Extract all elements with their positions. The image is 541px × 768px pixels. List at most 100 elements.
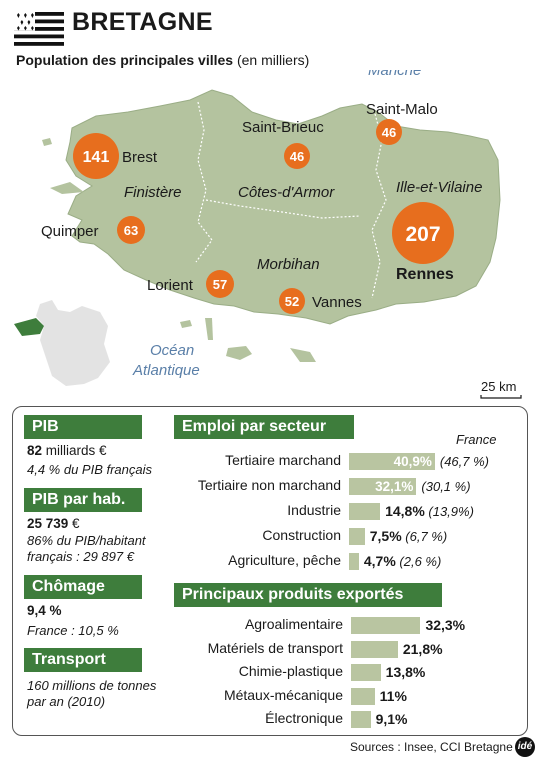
bar-value-group: 4,7% (2,6 %) (364, 553, 441, 570)
scale-bar: 25 km (480, 379, 522, 399)
chomage-header: Chômage (24, 575, 142, 599)
chomage-note: France : 10,5 % (27, 623, 119, 638)
bar-category-label: Métaux-mécanique (223, 686, 343, 703)
subtitle-unit: (en milliers) (233, 52, 310, 68)
bar-category-label: Électronique (265, 710, 343, 726)
bar-france-label: (13,9%) (424, 504, 474, 519)
scale-label: 25 km (481, 379, 516, 394)
bar-value-label: 14,8% (385, 503, 425, 519)
bar (349, 503, 381, 520)
city-population: 141 (83, 149, 110, 166)
france-inset-bretagne (14, 318, 44, 336)
pib-value: 82 (27, 443, 43, 458)
pib-unit: milliards € (42, 443, 107, 458)
bar-france-label: (6,7 %) (401, 529, 448, 544)
transport-note-1: 160 millions de tonnes (27, 678, 157, 693)
sea-label-ocean: Océan (150, 342, 194, 359)
breton-flag-icon (14, 12, 64, 46)
city-population: 63 (124, 223, 138, 238)
pib-note: 4,4 % du PIB français (27, 462, 153, 477)
bar (349, 553, 359, 570)
bar (351, 711, 371, 728)
city-saint-brieuc: 46 Saint-Brieuc (242, 119, 324, 169)
bar-category-label: Agroalimentaire (244, 616, 343, 632)
department-borders (195, 101, 387, 299)
department-label: Finistère (124, 184, 182, 201)
bar-france-label: (30,1 %) (421, 479, 471, 494)
city-name: Quimper (41, 223, 99, 240)
bar-value-label: 32,1% (375, 479, 414, 494)
city-name: Lorient (147, 277, 194, 294)
belle-ile (226, 346, 252, 360)
bar-category-label: Construction (262, 527, 341, 543)
department-label: Côtes-d'Armor (238, 184, 335, 201)
bar-value-label: 11% (379, 687, 407, 704)
bretagne-landmass (65, 89, 501, 325)
bar-value-group: 13,8% (386, 664, 426, 681)
bar-france-label: (46,7 %) (439, 454, 490, 469)
bar-value-group: 11% (380, 688, 407, 705)
bar-france-label: (2,6 %) (395, 554, 442, 569)
city-population: 46 (290, 149, 304, 164)
bar (349, 528, 365, 545)
pib-hab-value-line: 25 739 € (27, 516, 80, 532)
pib-value-line: 82 milliards € (27, 443, 107, 459)
bar-value-label: 4,7% (363, 553, 396, 569)
city-name: Rennes (396, 266, 454, 283)
department-label: Ille-et-Vilaine (396, 179, 482, 196)
bar (351, 640, 398, 658)
pib-header: PIB (24, 415, 142, 439)
bar-category-label: Tertiaire marchand (225, 452, 341, 468)
france-inset (36, 300, 110, 386)
bar-value-group: 14,8% (13,9%) (385, 503, 474, 520)
bar (349, 453, 435, 470)
bar-value-group: (30,1 %) (421, 478, 470, 495)
bretagne-map: Manche Océan Atlantique Finistère Côtes-… (14, 70, 522, 399)
bar-value-group: (46,7 %) (440, 453, 489, 470)
bar-value-label: 21,8% (402, 640, 443, 657)
subtitle-bold: Population des principales villes (16, 52, 234, 68)
city-vannes: 52 Vannes (279, 288, 362, 314)
page-title: BRETAGNE (72, 8, 213, 36)
bar-category-label: Industrie (287, 502, 341, 518)
city-quimper: 63 Quimper (41, 216, 145, 244)
bar (349, 478, 417, 495)
city-rennes: 207 Rennes (392, 202, 454, 283)
city-population: 207 (405, 223, 440, 246)
city-name: Saint-Malo (366, 101, 438, 118)
bar-value-group: 7,5% (6,7 %) (370, 528, 447, 545)
emploi-france-legend: France (456, 432, 497, 447)
pib-hab-unit: € (68, 516, 80, 531)
department-label: Morbihan (257, 256, 320, 273)
city-name: Vannes (312, 294, 362, 311)
bar (351, 617, 421, 634)
city-lorient: 57 Lorient (147, 270, 234, 298)
crozon-peninsula (50, 182, 84, 194)
bar-value-label: 13,8% (385, 664, 426, 680)
city-name: Saint-Brieuc (242, 119, 324, 136)
publisher-logo: idé (515, 737, 535, 757)
pib-hab-header: PIB par hab. (24, 488, 142, 512)
bar-value-group: 9,1% (376, 711, 408, 728)
noirmoutier-area (290, 348, 316, 362)
quiberon (205, 318, 213, 340)
exports-header: Principaux produits exportés (174, 583, 442, 607)
ouessant (42, 138, 52, 146)
pib-hab-value: 25 739 (27, 516, 69, 531)
bar-value-label: 40,9% (393, 454, 432, 469)
city-population: 57 (213, 277, 227, 292)
emploi-header: Emploi par secteur (174, 415, 354, 439)
chomage-value-line: 9,4 % (27, 603, 62, 619)
city-saint-malo: 46 Saint-Malo (366, 101, 438, 145)
bar-value-label: 9,1% (375, 711, 408, 727)
bar-value-label: 32,3% (425, 617, 466, 633)
chomage-value: 9,4 % (27, 603, 62, 618)
bar-category-label: Chimie-plastique (238, 663, 343, 679)
bar-category-label: Tertiaire non marchand (197, 477, 341, 493)
bar-value-group: 32,3% (425, 617, 465, 634)
bar-category-label: Matériels de transport (207, 639, 343, 656)
bar-value-label: 7,5% (369, 528, 402, 544)
transport-note-2: par an (2010) (27, 694, 106, 709)
city-population: 52 (285, 294, 299, 309)
bar-category-label: Agriculture, pêche (228, 552, 341, 568)
